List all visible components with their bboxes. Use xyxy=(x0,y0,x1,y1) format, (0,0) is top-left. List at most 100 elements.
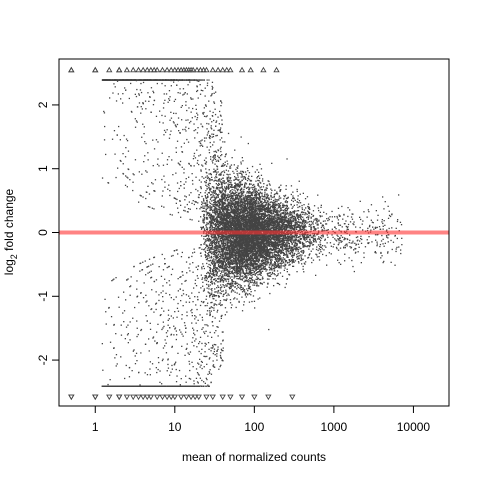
data-point xyxy=(168,79,170,81)
data-point xyxy=(131,111,133,113)
data-point xyxy=(181,105,183,107)
data-point xyxy=(142,196,144,198)
data-point xyxy=(290,222,292,224)
data-point xyxy=(184,199,186,201)
data-point xyxy=(238,255,240,257)
data-point xyxy=(222,182,224,184)
data-point xyxy=(166,163,168,165)
data-point xyxy=(159,381,161,383)
data-point xyxy=(120,79,122,81)
data-point xyxy=(196,85,198,87)
data-point xyxy=(136,335,138,338)
data-point xyxy=(206,82,209,84)
data-point xyxy=(152,336,155,338)
data-point xyxy=(219,300,222,302)
data-point xyxy=(162,107,165,109)
data-point xyxy=(164,99,166,101)
data-point xyxy=(239,222,241,224)
data-point xyxy=(212,346,214,348)
data-point xyxy=(120,324,122,326)
data-point xyxy=(243,214,245,217)
data-point xyxy=(183,187,185,189)
data-point xyxy=(210,156,212,158)
data-point xyxy=(108,307,110,309)
data-point xyxy=(153,190,155,192)
data-point xyxy=(249,204,251,206)
data-point xyxy=(235,282,237,284)
data-point xyxy=(274,226,277,228)
data-point xyxy=(251,214,254,216)
data-point xyxy=(140,292,142,294)
data-point xyxy=(221,271,223,273)
data-point xyxy=(243,264,246,266)
data-point xyxy=(125,147,127,149)
data-point xyxy=(220,352,222,354)
data-point xyxy=(188,377,190,380)
data-point xyxy=(217,116,219,118)
data-point xyxy=(205,137,207,139)
data-point xyxy=(219,190,221,192)
data-point xyxy=(186,311,188,313)
data-point xyxy=(224,186,226,188)
data-point xyxy=(300,259,302,262)
data-point xyxy=(213,309,215,311)
data-point xyxy=(207,183,210,186)
data-point xyxy=(229,165,231,167)
data-point xyxy=(218,303,220,305)
data-point xyxy=(185,126,187,128)
data-point xyxy=(181,283,183,285)
data-point xyxy=(305,245,307,248)
data-point xyxy=(139,384,141,386)
data-point xyxy=(270,273,272,275)
data-point xyxy=(319,241,321,243)
data-point xyxy=(236,269,238,272)
data-point xyxy=(149,96,151,98)
data-point xyxy=(223,274,225,276)
data-point xyxy=(191,315,193,317)
data-point xyxy=(151,289,153,291)
data-point xyxy=(316,246,318,248)
data-point xyxy=(145,170,147,172)
data-point xyxy=(305,226,307,228)
data-point xyxy=(205,105,207,107)
data-point xyxy=(307,218,309,220)
data-point xyxy=(220,181,222,183)
data-point xyxy=(214,108,216,110)
data-point xyxy=(303,218,305,220)
data-point xyxy=(199,314,201,316)
data-point xyxy=(301,226,304,228)
data-point xyxy=(210,347,212,349)
data-point xyxy=(170,315,172,317)
data-point xyxy=(218,368,220,370)
data-point xyxy=(229,272,231,275)
data-point xyxy=(254,274,256,276)
data-point xyxy=(270,215,272,217)
data-point xyxy=(141,385,143,387)
data-point xyxy=(136,79,139,81)
data-point xyxy=(166,129,168,131)
data-point xyxy=(238,246,240,248)
data-point xyxy=(216,326,218,328)
data-point xyxy=(243,191,245,194)
data-point xyxy=(205,330,207,332)
data-point xyxy=(187,119,189,121)
data-point xyxy=(155,302,158,304)
data-point xyxy=(233,192,235,195)
data-point xyxy=(157,158,159,160)
data-point xyxy=(202,145,204,147)
data-point xyxy=(198,350,200,353)
data-point xyxy=(116,80,119,82)
data-point xyxy=(175,361,177,363)
data-point xyxy=(113,83,115,85)
data-point xyxy=(213,298,215,300)
data-point xyxy=(236,252,238,254)
data-point xyxy=(143,282,145,284)
data-point xyxy=(243,202,245,204)
data-point xyxy=(165,292,167,294)
data-point xyxy=(210,174,212,176)
data-point xyxy=(257,202,260,204)
data-point xyxy=(197,299,199,301)
data-point xyxy=(165,332,168,334)
data-point xyxy=(185,130,187,132)
data-point xyxy=(213,249,215,251)
